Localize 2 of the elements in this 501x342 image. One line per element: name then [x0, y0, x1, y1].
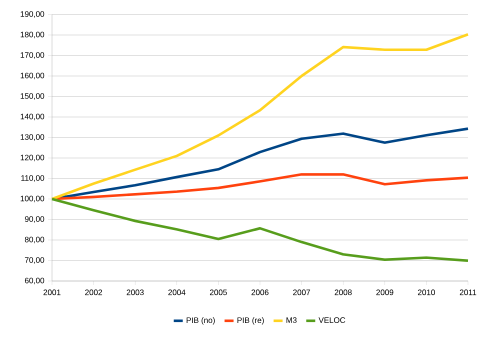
- line-series: [50, 33, 470, 200]
- line-series: [50, 198, 470, 262]
